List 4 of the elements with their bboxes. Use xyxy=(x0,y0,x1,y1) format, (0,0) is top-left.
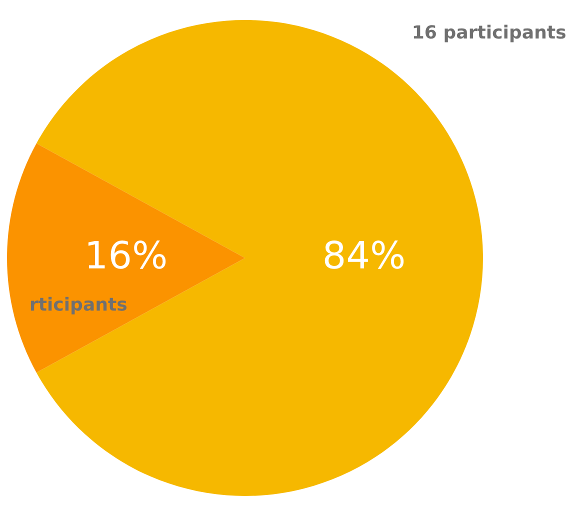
slice-label: rticipants xyxy=(30,296,127,314)
data-label: 16% xyxy=(88,240,166,269)
data-label: 84% xyxy=(324,240,404,269)
slice-label: 16 participants xyxy=(414,24,566,42)
